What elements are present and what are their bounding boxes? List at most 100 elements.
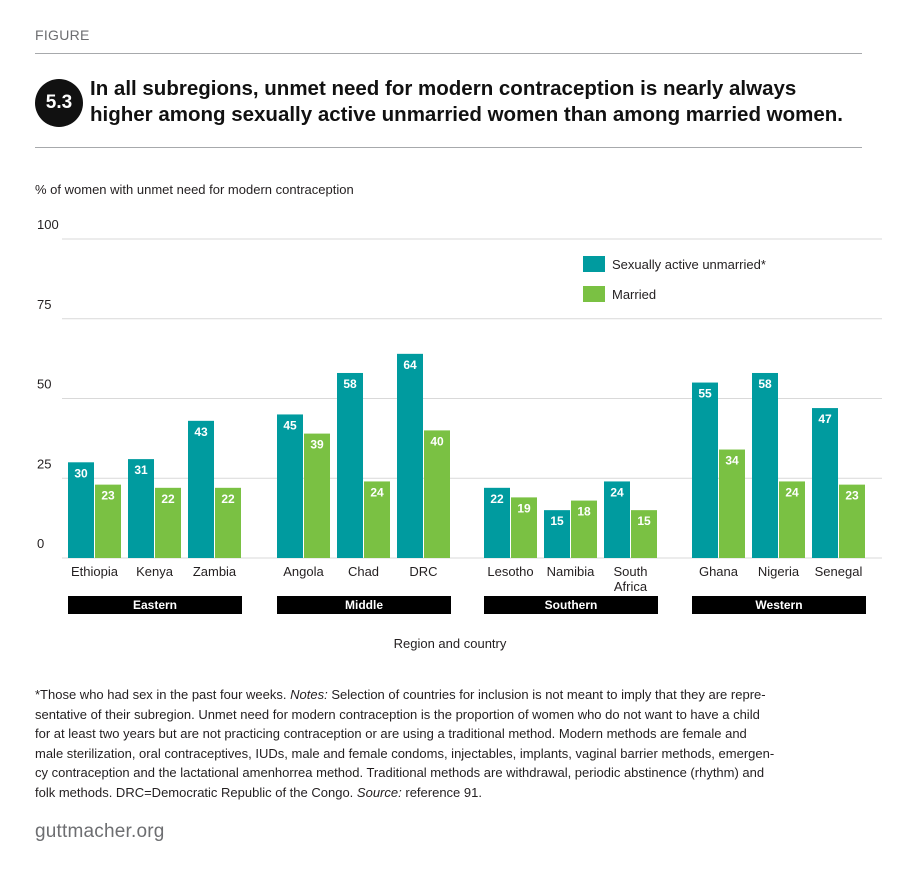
footnote-line-2: sentative of their subregion. Unmet need…: [35, 706, 760, 722]
y-axis-label: % of women with unmet need for modern co…: [35, 182, 354, 197]
region-label: Western: [755, 598, 802, 612]
category-label: DRC: [409, 564, 437, 579]
bar-unmarried: [604, 481, 630, 558]
title-line-2: higher among sexually active unmarried w…: [90, 103, 843, 126]
bar-value-label: 64: [403, 358, 417, 372]
bar-value-label: 30: [74, 466, 88, 480]
bar-value-label: 24: [370, 485, 384, 499]
bar-value-label: 58: [343, 377, 357, 391]
top-divider: [35, 53, 862, 54]
bar-value-label: 55: [698, 387, 712, 401]
footnote-line-3: for at least two years but are not pract…: [35, 726, 747, 741]
y-tick-label: 0: [37, 536, 44, 551]
x-axis-label: Region and country: [393, 636, 507, 651]
bar-married: [424, 430, 450, 558]
bar-married: [631, 510, 657, 558]
category-label: Zambia: [193, 564, 237, 579]
region-bar: [68, 596, 242, 614]
bar-value-label: 15: [550, 514, 564, 528]
bar-married: [719, 449, 745, 558]
bar-value-label: 47: [818, 412, 832, 426]
region-bar: [484, 596, 658, 614]
footnote-line-1-rest: Selection of countries for inclusion is …: [331, 687, 766, 702]
source-text: reference 91.: [405, 784, 482, 800]
y-tick-label: 50: [37, 377, 51, 392]
category-label: Angola: [283, 564, 324, 579]
bar-unmarried: [128, 459, 154, 558]
legend-swatch: [583, 286, 605, 302]
legend-swatch: [583, 256, 605, 272]
region-bar: [692, 596, 866, 614]
footnote-line-1: *Those who had sex in the past four week…: [35, 685, 865, 705]
bar-value-label: 31: [134, 463, 148, 477]
bar-married: [364, 481, 390, 558]
bar-value-label: 24: [610, 485, 624, 499]
bar-value-label: 43: [194, 425, 208, 439]
footnote: *Those who had sex in the past four week…: [35, 685, 865, 802]
bar-married: [511, 497, 537, 558]
bar-unmarried: [188, 420, 214, 558]
figure-number-badge: 5.3: [35, 79, 83, 127]
y-tick-label: 25: [37, 456, 51, 471]
source-label: Source:: [356, 784, 402, 800]
legend-label: Sexually active unmarried*: [612, 257, 766, 272]
bar-value-label: 40: [430, 434, 444, 448]
bar-married: [215, 487, 241, 558]
bar-value-label: 19: [517, 501, 531, 515]
figure-title: In all subregions, unmet need for modern…: [90, 76, 870, 128]
notes-label: Notes:: [290, 687, 328, 702]
region-bar: [277, 596, 451, 614]
category-label: Lesotho: [487, 564, 533, 579]
category-label: Africa: [614, 579, 648, 594]
y-tick-label: 100: [37, 217, 59, 232]
bar-unmarried: [277, 414, 303, 558]
category-label: South: [614, 564, 648, 579]
bar-value-label: 34: [725, 454, 739, 468]
bar-value-label: 58: [758, 377, 772, 391]
category-label: Chad: [348, 564, 379, 579]
category-label: Senegal: [815, 564, 863, 579]
title-divider: [35, 147, 862, 148]
category-label: Kenya: [136, 564, 174, 579]
bar-value-label: 22: [161, 492, 175, 506]
bar-married: [779, 481, 805, 558]
footnote-line-5: cy contraception and the lactational ame…: [35, 765, 765, 780]
bar-unmarried: [544, 510, 570, 558]
bar-unmarried: [812, 408, 838, 558]
bar-unmarried: [752, 372, 778, 558]
region-label: Middle: [345, 598, 383, 612]
footnote-line-4: male sterilization, oral contraceptives,…: [35, 745, 775, 761]
title-line-1: In all subregions, unmet need for modern…: [90, 77, 797, 100]
y-tick-label: 75: [37, 297, 51, 312]
bar-unmarried: [484, 487, 510, 558]
bar-value-label: 22: [490, 492, 504, 506]
bar-value-label: 15: [637, 514, 651, 528]
bar-value-label: 23: [101, 489, 115, 503]
footnote-line-6: folk methods. DRC=Democratic Republic of…: [35, 783, 865, 803]
footnote-star-text: *Those who had sex in the past four week…: [35, 687, 287, 702]
category-label: Nigeria: [758, 564, 800, 579]
bar-unmarried: [337, 372, 363, 558]
legend-label: Married: [612, 287, 656, 302]
bar-married: [839, 484, 865, 558]
bar-married: [304, 433, 330, 558]
footnote-line-6-text: folk methods. DRC=Democratic Republic of…: [35, 784, 354, 800]
category-label: Ethiopia: [71, 564, 119, 579]
bar-value-label: 18: [577, 505, 591, 519]
bar-married: [571, 500, 597, 558]
bar-married: [155, 487, 181, 558]
category-label: Namibia: [547, 564, 595, 579]
bar-value-label: 39: [310, 438, 324, 452]
brand-url: guttmacher.org: [35, 821, 165, 842]
bar-value-label: 24: [785, 485, 799, 499]
figure-label: FIGURE: [35, 27, 90, 43]
bar-value-label: 23: [845, 489, 859, 503]
region-label: Southern: [545, 598, 598, 612]
bar-value-label: 45: [283, 418, 297, 432]
bar-married: [95, 484, 121, 558]
bar-value-label: 22: [221, 492, 235, 506]
category-label: Ghana: [699, 564, 739, 579]
bar-unmarried: [692, 382, 718, 558]
bar-chart: 0 25 50 75 100 30 23 Ethiopia 31 22 Kenya 43 22 Zambi…: [37, 217, 882, 614]
bar-unmarried: [397, 353, 423, 558]
